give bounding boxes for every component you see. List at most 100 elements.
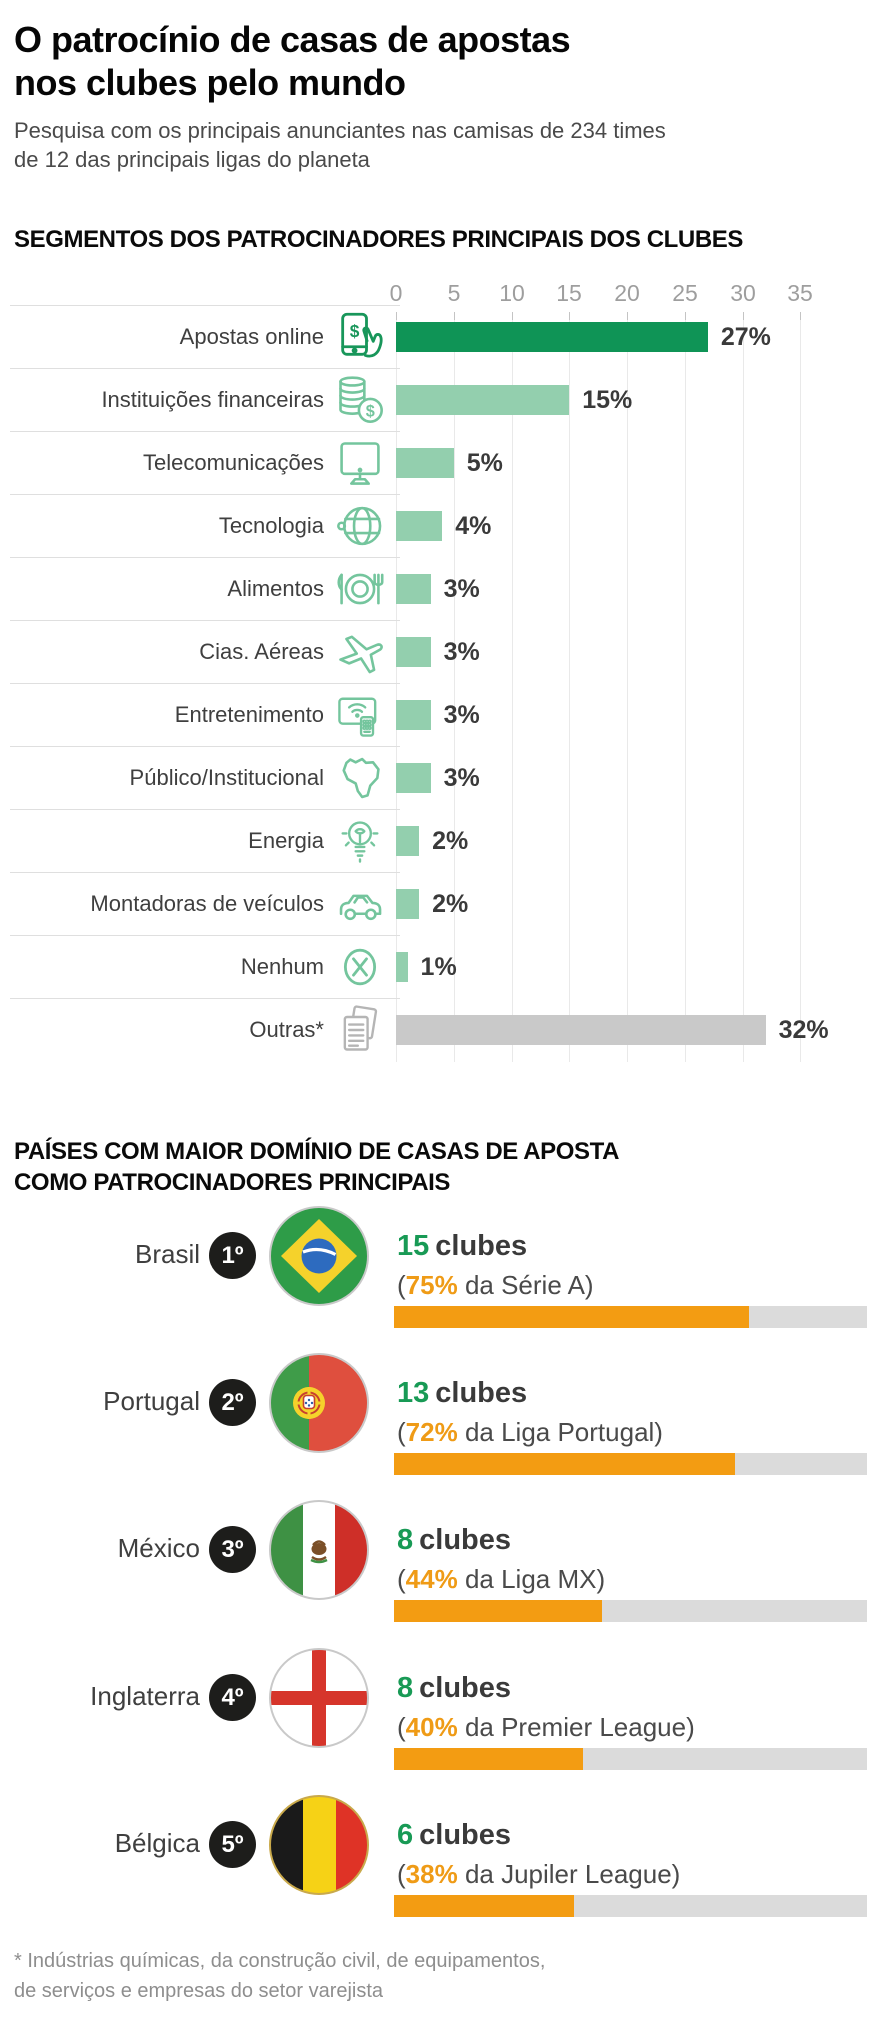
- league-share-line: (38% da Jupiler League): [397, 1859, 681, 1889]
- row-separator: [10, 998, 400, 999]
- belgium-flag-icon: [269, 1795, 369, 1895]
- segment-label: Telecomunicações: [143, 450, 324, 475]
- league-share-line: (40% da Premier League): [397, 1712, 695, 1742]
- clubs-line: 8 clubes: [397, 1524, 511, 1557]
- league-name: da Jupiler League): [457, 1859, 681, 1889]
- tick-mark: [454, 312, 455, 320]
- row-separator: [10, 494, 400, 495]
- clubs-line: 8 clubes: [397, 1672, 511, 1705]
- page-subtitle: Pesquisa com os principais anunciantes n…: [14, 116, 666, 174]
- segment-label: Alimentos: [227, 576, 324, 601]
- segment-value: 5%: [466, 448, 503, 477]
- gridline: [569, 312, 570, 1062]
- tick-mark: [743, 312, 744, 320]
- clubs-word: clubes: [435, 1377, 528, 1409]
- country-name: México: [117, 1533, 200, 1563]
- tick-mark: [627, 312, 628, 320]
- league-name: da Liga Portugal): [457, 1417, 663, 1447]
- clubs-word: clubes: [419, 1672, 512, 1704]
- country-name: Brasil: [134, 1239, 200, 1269]
- axis-tick-25: 25: [672, 280, 698, 306]
- countries-heading-line1: PAÍSES COM MAIOR DOMÍNIO DE CASAS DE APO…: [14, 1138, 620, 1165]
- league-share-pct: 44%: [405, 1564, 458, 1594]
- lightbulb-icon: [341, 821, 379, 863]
- segment-value: 2%: [432, 889, 469, 918]
- progress-track: [394, 1895, 867, 1917]
- england-flag-icon: [269, 1648, 369, 1748]
- row-separator: [10, 368, 400, 369]
- gridline: [396, 312, 397, 1062]
- tick-mark: [685, 312, 686, 320]
- segment-value: 15%: [582, 385, 633, 414]
- clubs-count: 15: [397, 1230, 430, 1262]
- progress-track: [394, 1748, 867, 1770]
- segment-value: 3%: [443, 763, 480, 792]
- segment-bar: [396, 511, 443, 541]
- segment-bar: [396, 826, 420, 856]
- segment-bar: [396, 1015, 766, 1045]
- clubs-count: 8: [397, 1672, 414, 1704]
- country-name: Portugal: [103, 1386, 200, 1416]
- footnote-line1: * Indústrias químicas, da construção civ…: [14, 1950, 546, 1972]
- monitor-icon: [340, 442, 380, 485]
- clubs-line: 13 clubes: [397, 1377, 527, 1410]
- segment-value: 2%: [432, 826, 469, 855]
- segment-bar: [396, 637, 431, 667]
- clubs-count: 13: [397, 1377, 430, 1409]
- segment-bar: [396, 952, 408, 982]
- axis-tick-10: 10: [499, 280, 525, 306]
- rank-badge: 2º: [209, 1379, 256, 1426]
- none-icon: [343, 948, 377, 986]
- axis-tick-35: 35: [787, 280, 813, 306]
- segment-label: Entretenimento: [174, 702, 324, 727]
- league-share-line: (44% da Liga MX): [397, 1564, 606, 1594]
- page-subtitle-line2: de 12 das principais ligas do planeta: [14, 147, 370, 173]
- row-separator: [10, 431, 400, 432]
- countries-heading-line2: COMO PATROCINADORES PRINCIPAIS: [14, 1169, 451, 1197]
- progress-fill: [394, 1895, 574, 1917]
- smartphone-bet-icon: $: [341, 312, 383, 358]
- league-share-line: (72% da Liga Portugal): [397, 1417, 663, 1447]
- country-name: Inglaterra: [90, 1681, 200, 1711]
- coins-icon: $: [339, 376, 383, 423]
- gridline: [512, 312, 513, 1062]
- league-name: da Liga MX): [457, 1564, 606, 1594]
- gridline: [800, 312, 801, 1062]
- segment-label: Instituições financeiras: [101, 387, 324, 412]
- tick-mark: [800, 312, 801, 320]
- rank-badge: 1º: [209, 1232, 256, 1279]
- segment-label: Nenhum: [240, 954, 324, 979]
- rank-badge: 3º: [209, 1526, 256, 1573]
- row-separator: [10, 557, 400, 558]
- globe-icon: [337, 506, 382, 546]
- gridline: [454, 312, 455, 1062]
- segment-value: 3%: [443, 637, 480, 666]
- portugal-flag-icon: [269, 1353, 369, 1453]
- row-separator: [10, 746, 400, 747]
- segment-label: Cias. Aéreas: [199, 639, 324, 664]
- footnote: * Indústrias químicas, da construção civ…: [14, 1946, 545, 2006]
- page-title: O patrocínio de casas de apostas nos clu…: [14, 18, 571, 104]
- segment-value: 3%: [443, 574, 480, 603]
- row-separator: [10, 620, 400, 621]
- rank-badge: 4º: [209, 1674, 256, 1721]
- footnote-line2: de serviços e empresas do setor varejist…: [14, 1980, 384, 2002]
- progress-fill: [394, 1453, 735, 1475]
- segment-bar: [396, 763, 431, 793]
- segment-bar: [396, 385, 570, 415]
- segment-label: Público/Institucional: [129, 765, 324, 790]
- segment-label: Apostas online: [179, 324, 324, 349]
- tick-mark: [512, 312, 513, 320]
- segment-value: 32%: [778, 1015, 829, 1044]
- gridline: [685, 312, 686, 1062]
- axis-tick-15: 15: [556, 280, 582, 306]
- progress-track: [394, 1306, 867, 1328]
- league-share-pct: 40%: [405, 1712, 458, 1742]
- segment-bar: [396, 889, 420, 919]
- gridline: [743, 312, 744, 1062]
- mexico-flag-icon: [269, 1500, 369, 1600]
- page-title-line1: O patrocínio de casas de apostas: [14, 19, 571, 60]
- segment-bar: [396, 322, 708, 352]
- row-separator: [10, 935, 400, 936]
